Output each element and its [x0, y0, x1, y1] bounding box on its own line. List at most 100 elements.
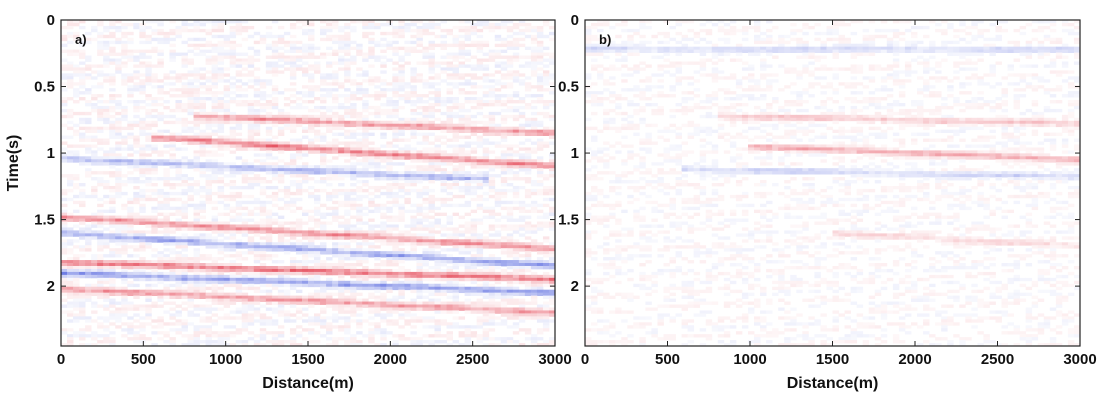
amplitude-cell	[181, 209, 188, 214]
amplitude-cell	[301, 251, 309, 255]
amplitude-cell	[241, 180, 249, 184]
amplitude-cell	[199, 168, 206, 172]
amplitude-cell	[265, 185, 273, 190]
amplitude-cell	[320, 265, 327, 270]
amplitude-cell	[506, 286, 514, 291]
amplitude-cell	[410, 242, 417, 246]
amplitude-cell	[259, 221, 267, 225]
amplitude-cell	[524, 194, 532, 199]
amplitude-cell	[163, 260, 170, 264]
amplitude-cell	[127, 197, 134, 202]
amplitude-cell	[428, 25, 435, 30]
amplitude-cell	[271, 191, 279, 196]
amplitude-cell	[446, 183, 453, 187]
amplitude-cell	[67, 150, 74, 154]
amplitude-cell	[428, 123, 435, 128]
amplitude-cell	[320, 37, 327, 42]
amplitude-cell	[476, 194, 484, 199]
amplitude-cell	[181, 61, 188, 65]
amplitude-cell	[512, 292, 520, 297]
amplitude-cell	[181, 177, 188, 181]
amplitude-cell	[217, 224, 225, 228]
amplitude-cell	[320, 123, 327, 128]
amplitude-cell	[416, 97, 423, 101]
amplitude-cell	[271, 73, 279, 77]
amplitude-cell	[235, 295, 243, 299]
amplitude-cell	[362, 144, 369, 148]
amplitude-cell	[476, 97, 484, 101]
amplitude-cell	[332, 123, 339, 128]
amplitude-cell	[175, 209, 182, 214]
amplitude-cell	[175, 251, 182, 255]
amplitude-cell	[67, 135, 74, 139]
amplitude-cell	[392, 105, 399, 110]
amplitude-cell	[253, 67, 261, 71]
amplitude-cell	[314, 271, 321, 276]
amplitude-cell	[530, 224, 538, 228]
amplitude-cell	[464, 298, 472, 302]
amplitude-cell	[542, 144, 550, 148]
amplitude-cell	[314, 123, 321, 128]
amplitude-cell	[241, 177, 249, 181]
amplitude-cell	[434, 260, 441, 264]
amplitude-cell	[145, 138, 152, 142]
amplitude-cell	[326, 108, 333, 113]
amplitude-cell	[500, 43, 508, 48]
amplitude-cell	[440, 233, 447, 237]
amplitude-cell	[356, 20, 363, 24]
amplitude-cell	[247, 248, 255, 252]
amplitude-cell	[422, 212, 429, 216]
amplitude-cell	[350, 102, 357, 107]
amplitude-cell	[392, 271, 399, 276]
amplitude-cell	[476, 257, 484, 261]
amplitude-cell	[187, 91, 194, 95]
amplitude-cell	[175, 25, 182, 30]
amplitude-cell	[326, 283, 333, 288]
amplitude-cell	[518, 260, 526, 264]
amplitude-cell	[265, 292, 273, 297]
amplitude-cell	[187, 105, 194, 110]
amplitude-cell	[314, 132, 321, 136]
amplitude-cell	[506, 271, 514, 276]
amplitude-cell	[344, 286, 351, 291]
amplitude-cell	[67, 230, 74, 234]
amplitude-cell	[356, 147, 363, 151]
amplitude-cell	[470, 76, 478, 80]
amplitude-cell	[446, 271, 453, 276]
amplitude-cell	[61, 123, 68, 128]
amplitude-cell	[494, 194, 502, 199]
amplitude-cell	[253, 200, 261, 205]
amplitude-cell	[295, 102, 303, 107]
amplitude-cell	[253, 120, 261, 125]
amplitude-cell	[67, 73, 74, 77]
amplitude-cell	[500, 67, 508, 71]
amplitude-cell	[253, 260, 261, 264]
amplitude-cell	[404, 49, 411, 53]
amplitude-cell	[109, 236, 116, 240]
amplitude-cell	[175, 138, 182, 142]
amplitude-cell	[265, 265, 273, 270]
amplitude-cell	[61, 251, 68, 255]
amplitude-cell	[416, 61, 423, 65]
amplitude-cell	[211, 230, 219, 234]
panel-a-seismic-image	[61, 20, 556, 347]
amplitude-cell	[548, 126, 556, 131]
amplitude-cell	[169, 277, 176, 282]
amplitude-cell	[398, 79, 405, 83]
amplitude-cell	[169, 283, 176, 288]
amplitude-cell	[332, 271, 339, 276]
amplitude-cell	[422, 55, 429, 59]
amplitude-cell	[235, 263, 243, 267]
amplitude-cell	[85, 239, 92, 243]
amplitude-cell	[85, 150, 92, 154]
amplitude-cell	[524, 283, 532, 288]
amplitude-cell	[476, 135, 484, 139]
amplitude-cell	[374, 263, 381, 267]
amplitude-cell	[386, 159, 393, 163]
amplitude-cell	[404, 177, 411, 181]
amplitude-cell	[338, 55, 345, 59]
amplitude-cell	[338, 28, 345, 33]
amplitude-cell	[271, 40, 279, 45]
amplitude-cell	[193, 28, 200, 33]
amplitude-cell	[536, 156, 544, 160]
